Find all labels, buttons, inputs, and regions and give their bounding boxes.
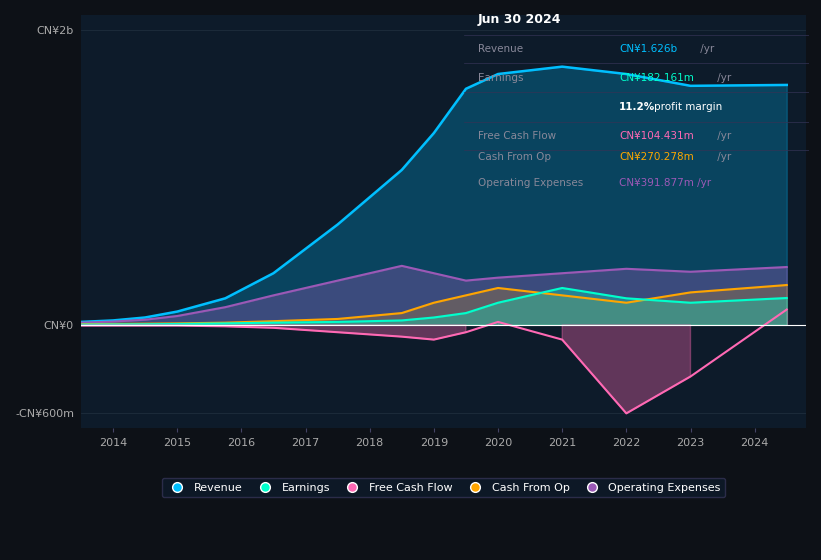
Text: CN¥270.278m: CN¥270.278m (619, 152, 694, 162)
Text: CN¥182.161m: CN¥182.161m (619, 73, 694, 83)
Text: CN¥104.431m: CN¥104.431m (619, 131, 694, 141)
Text: /yr: /yr (713, 131, 732, 141)
Text: /yr: /yr (713, 73, 732, 83)
Text: profit margin: profit margin (654, 102, 722, 112)
Text: /yr: /yr (713, 152, 732, 162)
Text: /yr: /yr (696, 44, 714, 54)
Text: CN¥391.877m /yr: CN¥391.877m /yr (619, 178, 711, 188)
Text: Jun 30 2024: Jun 30 2024 (478, 13, 562, 26)
Text: Operating Expenses: Operating Expenses (478, 178, 583, 188)
Text: 11.2%: 11.2% (619, 102, 655, 112)
Text: Revenue: Revenue (478, 44, 523, 54)
Text: Cash From Op: Cash From Op (478, 152, 551, 162)
Text: CN¥1.626b: CN¥1.626b (619, 44, 677, 54)
Text: Earnings: Earnings (478, 73, 523, 83)
Text: Free Cash Flow: Free Cash Flow (478, 131, 556, 141)
Legend: Revenue, Earnings, Free Cash Flow, Cash From Op, Operating Expenses: Revenue, Earnings, Free Cash Flow, Cash … (162, 478, 725, 497)
